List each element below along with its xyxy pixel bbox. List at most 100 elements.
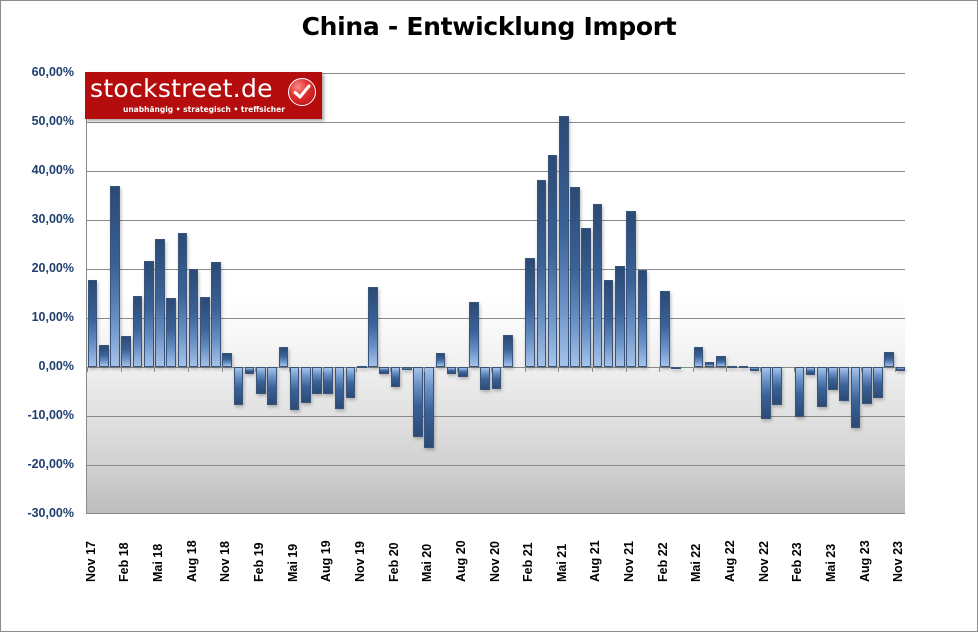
x-axis-tick [120,367,122,372]
bar [581,227,592,367]
bar [469,302,479,367]
x-axis-label: Nov 19 [352,541,367,582]
bar [873,367,883,398]
x-axis-label: Nov 22 [756,541,771,582]
bar [592,203,603,367]
x-axis-label: Nov 23 [891,541,906,582]
bar [794,367,805,418]
x-axis-tick [356,367,358,372]
bar [671,367,681,369]
x-axis-tick [591,367,593,372]
y-axis-label: 0,00% [38,359,74,373]
bar [222,352,233,367]
bar [390,367,401,388]
bar [244,367,255,375]
x-axis-label: Nov 20 [487,541,502,582]
x-axis-label: Feb 22 [655,542,670,582]
bar [895,367,906,371]
x-axis-tick [154,367,156,372]
bar [99,344,109,367]
gridline [87,171,905,172]
bar [143,261,154,367]
bar [199,296,210,367]
x-axis-tick [457,367,459,372]
bar [211,262,221,367]
bar [379,367,390,374]
plot-background [87,73,905,513]
gridline [87,73,905,74]
x-axis-tick [558,367,560,372]
x-axis-label: Feb 19 [251,542,266,582]
x-axis-tick [625,367,627,372]
bar [233,367,244,406]
bar [334,367,345,409]
x-axis-tick [524,367,526,372]
bar [267,367,277,405]
bar [693,346,704,367]
y-axis-label: -30,00% [27,506,74,520]
x-axis-tick [659,367,661,372]
bar [357,365,367,368]
gridline [87,269,905,270]
y-axis-label: -20,00% [27,457,74,471]
x-axis-tick [827,367,829,372]
x-axis-label: Mai 19 [285,543,300,582]
x-axis-tick [322,367,324,372]
gridline [87,220,905,221]
x-axis-label: Feb 21 [521,542,536,582]
bar [772,367,782,405]
bar [884,352,894,367]
bar [547,154,558,367]
bar [525,257,535,367]
x-axis-tick [490,367,492,372]
y-axis-label: 40,00% [31,163,74,177]
bar [110,186,120,367]
bar [727,365,737,368]
x-axis-tick [894,367,896,372]
bar [424,367,434,449]
bar [323,367,333,395]
bar [626,210,636,367]
x-axis-label: Nov 18 [218,541,233,582]
logo-tagline: unabhängig • strategisch • treffsicher [123,105,285,114]
bar [861,367,872,404]
bar [121,336,132,367]
bar [435,353,446,367]
x-axis-label: Nov 21 [622,541,637,582]
x-axis-tick [288,367,290,372]
bar [345,367,356,399]
bar [458,367,468,378]
x-axis-tick [793,367,795,372]
y-axis-label: -10,00% [27,408,74,422]
bar [828,367,838,390]
bar [850,367,861,428]
bar [491,367,502,390]
plot-area [86,73,906,514]
bar [704,362,715,367]
bar [368,286,378,367]
bar [839,367,850,401]
bar [188,269,199,367]
y-axis-label: 10,00% [31,310,74,324]
x-axis-label: Aug 19 [319,540,334,582]
bar [480,367,491,391]
gridline [87,122,905,123]
x-axis-tick [187,367,189,372]
x-axis-label: Mai 18 [150,543,165,582]
bar [132,295,143,367]
bar [401,367,412,371]
bar [300,367,311,404]
x-axis-label: Aug 22 [723,540,738,582]
x-axis-label: Mai 22 [689,543,704,582]
gridline [87,465,905,466]
y-axis-label: 20,00% [31,261,74,275]
chart-title: China - Entwicklung Import [301,12,677,41]
x-axis-tick [726,367,728,372]
bar [637,270,648,367]
bar [502,334,513,367]
bar [559,115,569,367]
x-axis-label: Nov 17 [83,541,98,582]
x-axis-label: Feb 20 [386,542,401,582]
x-axis-label: Aug 23 [857,540,872,582]
x-axis-label: Mai 23 [824,543,839,582]
